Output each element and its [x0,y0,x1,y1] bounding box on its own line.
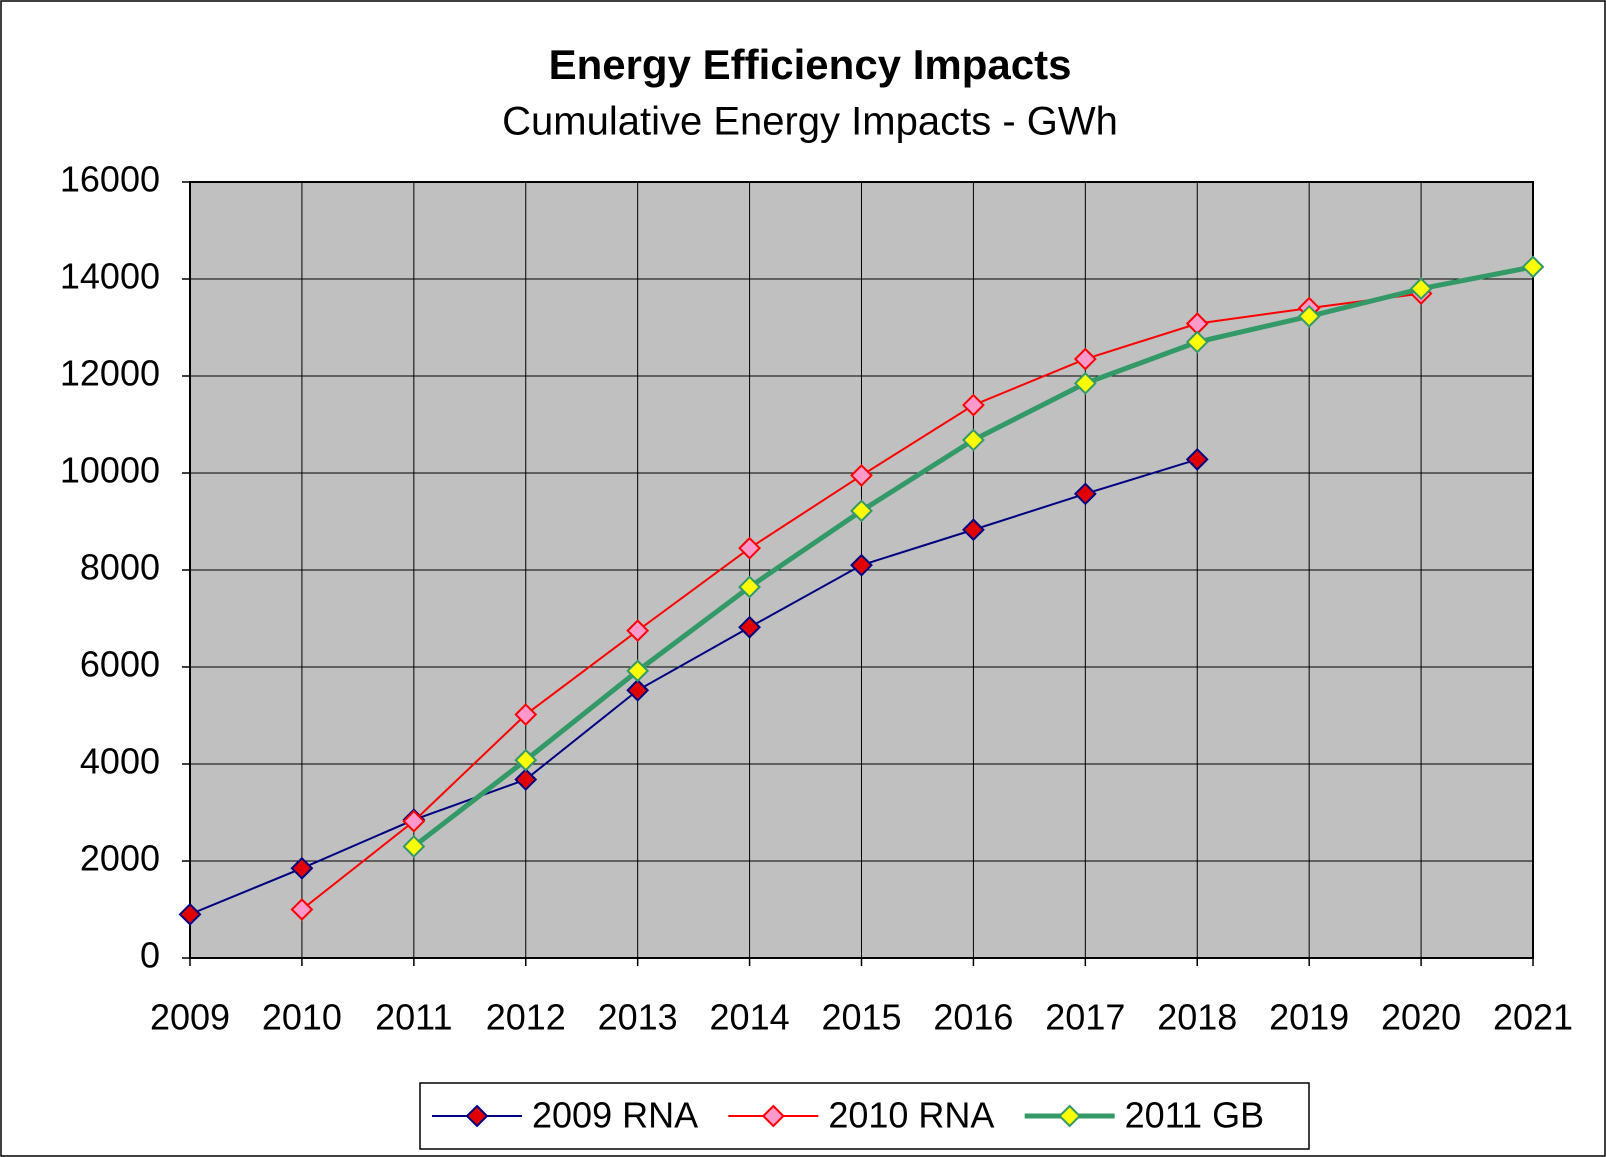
data-point [514,703,538,726]
y-tick-label: 14000 [60,256,160,297]
data-point [738,575,761,599]
data-point [1073,482,1097,506]
data-point [1185,448,1209,471]
x-tick-label: 2016 [933,997,1013,1038]
x-tick-label: 2013 [598,997,678,1038]
x-tick-label: 2020 [1381,997,1461,1038]
y-tick-label: 12000 [60,353,160,394]
legend-label: 2010 RNA [828,1095,994,1136]
data-point [850,553,873,577]
data-point [1185,330,1209,354]
y-tick-label: 8000 [80,547,160,588]
data-point [962,518,985,542]
data-point [402,835,426,858]
data-point [290,898,314,921]
x-tick-label: 2015 [821,997,901,1038]
legend-marker [465,1104,489,1128]
plot-border [189,181,1534,959]
data-point [1409,277,1433,301]
legend-label: 2011 GB [1125,1095,1264,1136]
data-point [178,902,202,926]
data-point [626,619,650,643]
data-point [626,659,650,683]
data-point [1297,304,1321,328]
y-tick-label: 6000 [80,644,160,685]
series-line [189,458,1198,916]
data-point [962,428,985,452]
data-point [1073,347,1097,371]
data-point [850,499,873,523]
data-point [738,615,761,639]
data-point [738,536,761,560]
x-tick-label: 2012 [486,997,566,1038]
legend-marker [761,1104,785,1128]
x-tick-label: 2019 [1269,997,1349,1038]
x-tick-label: 2017 [1045,997,1125,1038]
x-tick-label: 2021 [1493,997,1573,1038]
data-point [962,393,985,417]
data-point [1073,371,1097,395]
y-tick-label: 2000 [80,838,160,879]
x-tick-label: 2009 [150,997,230,1038]
y-tick-label: 10000 [60,450,160,491]
legend-marker [1058,1104,1082,1128]
data-point [850,464,873,487]
chart-subtitle: Cumulative Energy Impacts - GWh [502,100,1118,144]
chart-title: Energy Efficiency Impacts [549,41,1072,88]
x-tick-label: 2018 [1157,997,1237,1038]
data-point [1521,255,1545,279]
data-point [514,768,538,791]
data-point [290,856,314,880]
data-point [626,678,650,702]
y-tick-label: 16000 [60,159,160,200]
legend-label: 2009 RNA [532,1095,698,1136]
y-tick-label: 4000 [80,741,160,782]
data-point [402,809,426,833]
legend-box [419,1082,1310,1150]
x-tick-label: 2010 [262,997,342,1038]
data-point [514,748,538,772]
x-tick-label: 2011 [375,997,452,1038]
y-tick-label: 0 [140,935,160,976]
x-tick-label: 2014 [710,997,790,1038]
